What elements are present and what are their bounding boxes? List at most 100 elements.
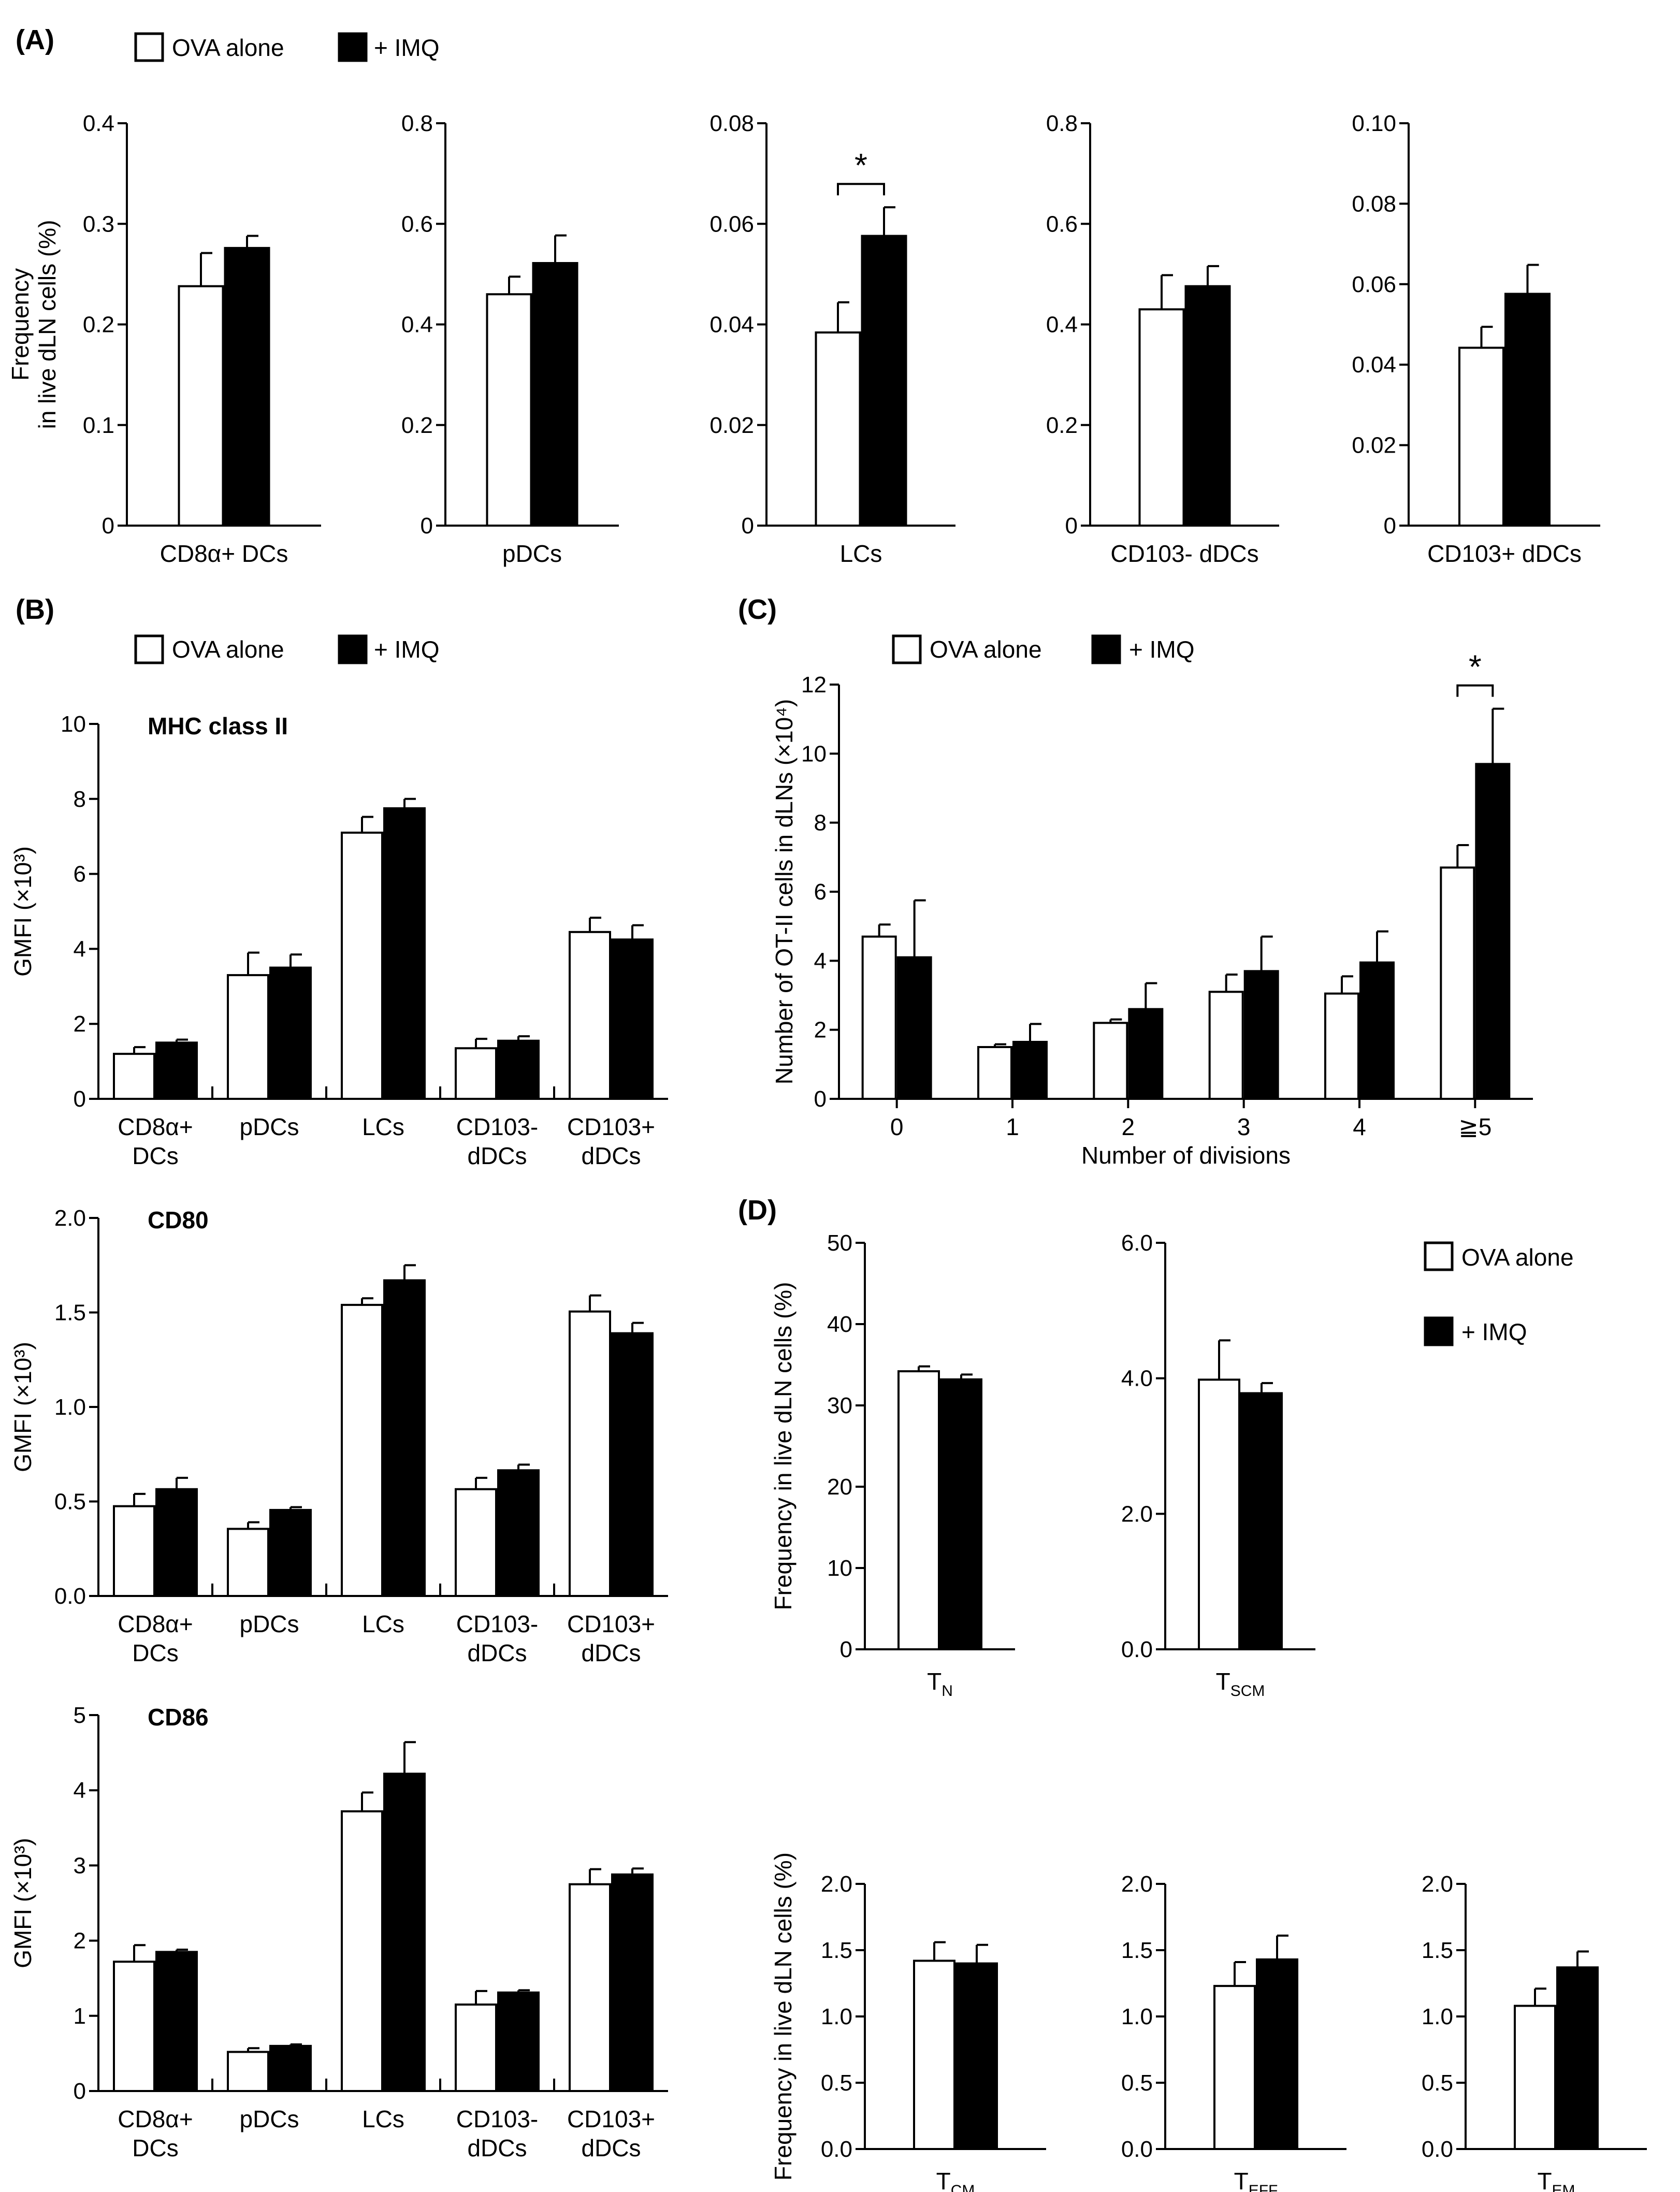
category-label: dDCs	[467, 1639, 527, 1666]
bar-ova-alone	[1093, 1022, 1128, 1100]
panel-label-c: (C)	[738, 594, 777, 625]
y-tick-label: 0.5	[1422, 2070, 1453, 2096]
y-tick-label: 0.6	[401, 211, 433, 237]
legend-imq-label: + IMQ	[374, 34, 440, 61]
chart-title: MHC class II	[148, 713, 288, 739]
bar-imq	[1256, 1958, 1298, 2150]
y-tick-label: 8	[74, 787, 86, 812]
y-tick-label: 10	[827, 1556, 852, 1581]
bar-imq	[611, 1332, 654, 1597]
y-axis-label: GMFI (×10³)	[9, 846, 36, 977]
category-label: CD8α+ DCs	[160, 540, 288, 567]
y-tick-label: 0.08	[709, 111, 754, 136]
category-label: dDCs	[581, 1639, 641, 1666]
panel-label-b: (B)	[16, 594, 54, 625]
y-tick-label: 30	[827, 1393, 852, 1418]
y-tick-label: 0.8	[401, 111, 433, 136]
category-label: CD103-	[456, 1610, 539, 1637]
x-axis-label: Number of divisions	[1081, 1142, 1291, 1169]
legend-ova-swatch	[134, 32, 164, 62]
panel-label-a: (A)	[16, 24, 54, 55]
category-label: 0	[890, 1113, 904, 1140]
y-tick-label: 2.0	[1121, 1501, 1153, 1527]
bar-imq	[497, 1469, 540, 1597]
y-tick-label: 0.0	[821, 2137, 852, 2162]
y-tick-label: 0.04	[709, 312, 754, 338]
category-label: TN	[927, 1668, 953, 1700]
y-tick-label: 0	[74, 2079, 86, 2104]
y-tick-label: 2.0	[1422, 1871, 1453, 1897]
category-label: dDCs	[467, 2135, 527, 2161]
category-label: LCs	[362, 1610, 404, 1637]
bar-imq	[383, 807, 426, 1100]
y-tick-label: 0.0	[1121, 2137, 1153, 2162]
y-axis-label: Number of OT-II cells in dLNs (×10⁴)	[771, 699, 798, 1085]
y-tick-label: 0.1	[83, 413, 114, 438]
y-tick-label: 1.0	[54, 1395, 86, 1420]
bar-ova-alone	[913, 1959, 955, 2150]
category-label: CD103+	[567, 2106, 655, 2132]
category-label: pDCs	[239, 2106, 299, 2132]
category-label: dDCs	[581, 2135, 641, 2161]
y-tick-label: 0.2	[1046, 413, 1078, 438]
bar-imq	[861, 235, 907, 527]
category-label: CD103-	[456, 1113, 539, 1140]
legend-imq-label: + IMQ	[1129, 636, 1195, 663]
y-tick-label: 2	[74, 1928, 86, 1954]
y-tick-label: 1.0	[1422, 2004, 1453, 2029]
chart-d5: 0.0 0.5 1.0 1.5 2.0 TEM	[1422, 1871, 1647, 2192]
y-tick-label: 0.4	[83, 111, 114, 136]
bar-imq	[1128, 1008, 1164, 1100]
y-axis-label: GMFI (×10³)	[9, 1838, 36, 1968]
y-tick-label: 0.0	[54, 1584, 86, 1609]
bar-imq	[611, 938, 654, 1100]
category-label: TCM	[936, 2168, 975, 2192]
legend-ova-label: OVA alone	[930, 636, 1042, 663]
chart-title: CD80	[148, 1207, 209, 1233]
bar-ova-alone	[341, 1303, 383, 1597]
category-label: 4	[1353, 1113, 1366, 1140]
bar-imq	[155, 1041, 198, 1100]
bar-ova-alone	[1208, 991, 1244, 1100]
bar-ova-alone	[227, 2051, 269, 2093]
y-tick-label: 0	[840, 1637, 852, 1662]
legend-ova-swatch	[134, 634, 164, 664]
legend-imq-swatch	[1091, 634, 1121, 664]
bar-imq	[940, 1378, 982, 1650]
chart-a2: 0 0.2 0.4 0.6 0.8 pDCs	[401, 111, 619, 567]
y-tick-label: 0.8	[1046, 111, 1078, 136]
bar-ova-alone	[113, 1053, 155, 1100]
bar-ova-alone	[861, 935, 897, 1100]
y-axis-label: GMFI (×10³)	[9, 1342, 36, 1472]
y-tick-label: 4	[814, 948, 827, 974]
bar-ova-alone	[178, 285, 224, 527]
y-tick-label: 3	[74, 1853, 86, 1878]
legend-ova-label: OVA alone	[1461, 1244, 1574, 1271]
bar-ova-alone	[1440, 866, 1475, 1100]
y-tick-label: 0.02	[1352, 433, 1396, 458]
chart-b3: 0 1 2 3 4 5 CD8α+ DCs pDCs LCs CD103- dDCs CD103+ dDC…	[9, 1703, 668, 2161]
y-axis-label: Frequency in live dLN cells (%)	[770, 1282, 796, 1610]
category-label: LCs	[362, 2106, 404, 2132]
category-label: pDCs	[502, 540, 562, 567]
bar-imq	[1475, 763, 1511, 1100]
bar-imq	[383, 1773, 426, 2093]
y-tick-label: 2	[814, 1018, 827, 1043]
bar-ova-alone	[113, 1961, 155, 2093]
category-label: TEFF	[1234, 2168, 1278, 2192]
bar-imq	[269, 966, 312, 1100]
chart-a3: 0 0.02 0.04 0.06 0.08 LCs *	[709, 111, 955, 567]
y-tick-label: 0.0	[1422, 2137, 1453, 2162]
significance-bracket	[1456, 684, 1494, 697]
bar-imq	[155, 1488, 198, 1597]
y-tick-label: 0	[1384, 513, 1396, 539]
y-tick-label: 0	[1065, 513, 1078, 539]
category-label: DCs	[132, 2135, 178, 2161]
category-label: TEM	[1537, 2168, 1575, 2192]
y-tick-label: 6	[74, 862, 86, 887]
category-label: 1	[1006, 1113, 1019, 1140]
category-label: CD8α+	[118, 1610, 193, 1637]
